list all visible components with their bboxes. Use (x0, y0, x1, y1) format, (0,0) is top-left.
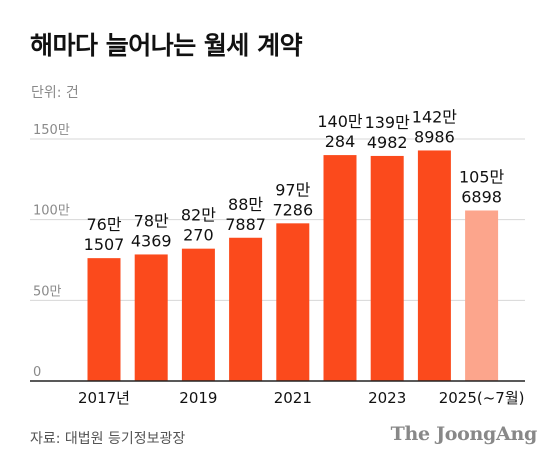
y-tick-label: 50만 (33, 284, 62, 299)
data-label: 140만 (317, 112, 363, 131)
x-tick-label: 2019 (179, 389, 217, 407)
y-tick-label: 100만 (33, 204, 70, 219)
bar (276, 223, 310, 381)
bar (181, 248, 215, 381)
data-label: 7887 (225, 215, 266, 234)
x-tick-label: 2023 (368, 389, 406, 407)
x-tick-label: 2017년 (78, 389, 130, 407)
data-label: 284 (325, 132, 356, 151)
data-label: 82만 (181, 206, 216, 225)
data-label: 139만 (365, 113, 411, 132)
brand-logo: The JoongAng (390, 423, 538, 445)
data-label: 6898 (461, 187, 502, 206)
bar (370, 155, 404, 381)
x-tick-label: 2025(~7월) (439, 389, 525, 407)
bar (229, 237, 263, 381)
data-label: 4982 (367, 133, 408, 152)
unit-label: 단위: 건 (31, 85, 79, 101)
data-label: 1507 (84, 235, 125, 254)
data-label: 97만 (275, 180, 310, 199)
x-tick-label: 2021 (274, 389, 312, 407)
bar (134, 254, 168, 381)
y-tick-label: 150만 (33, 123, 70, 138)
bar (323, 155, 357, 381)
y-tick-label: 0 (33, 365, 41, 380)
bar (87, 258, 121, 381)
data-label: 270 (183, 226, 214, 245)
chart-title: 해마다 늘어나는 월세 계약 (30, 31, 303, 60)
data-label: 105만 (459, 167, 505, 186)
data-label: 88만 (228, 195, 263, 214)
data-label: 142만 (412, 107, 458, 126)
data-label: 76만 (86, 215, 121, 234)
data-label: 8986 (414, 127, 455, 146)
bar (417, 150, 451, 381)
data-label: 7286 (272, 200, 313, 219)
data-label: 78만 (134, 211, 169, 230)
data-label: 4369 (131, 231, 172, 250)
bar (465, 210, 499, 381)
source-note: 자료: 대법원 등기정보광장 (30, 431, 186, 447)
